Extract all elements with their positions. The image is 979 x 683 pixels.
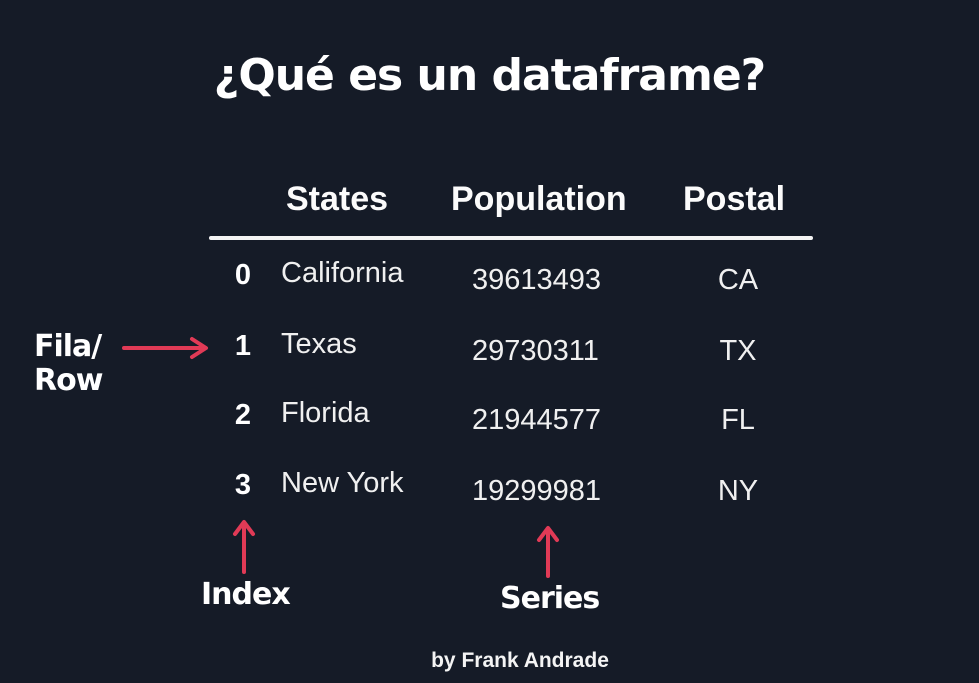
state-cell: Texas bbox=[281, 328, 357, 360]
right-arrow-icon bbox=[122, 337, 208, 359]
row-index: 0 bbox=[234, 259, 252, 291]
index-callout-label: Index bbox=[201, 577, 291, 612]
row-index: 1 bbox=[234, 330, 252, 362]
column-header-population: Population bbox=[451, 180, 627, 218]
state-cell: California bbox=[281, 257, 404, 289]
column-header-postal: Postal bbox=[683, 180, 786, 218]
population-cell: 21944577 bbox=[472, 404, 602, 436]
population-cell: 29730311 bbox=[472, 335, 599, 367]
slide-title: ¿Qué es un dataframe? bbox=[213, 50, 766, 101]
state-cell: Florida bbox=[281, 397, 370, 429]
column-header-states: States bbox=[286, 180, 389, 218]
row-callout-line2: Row bbox=[34, 363, 103, 398]
up-arrow-icon bbox=[537, 526, 559, 578]
row-index: 3 bbox=[234, 469, 252, 501]
postal-cell: CA bbox=[717, 264, 759, 296]
row-callout-label: Fila/ Row bbox=[34, 329, 103, 398]
up-arrow-icon bbox=[233, 520, 255, 574]
population-cell: 39613493 bbox=[472, 264, 602, 296]
postal-cell: FL bbox=[721, 404, 755, 436]
header-divider bbox=[209, 236, 813, 240]
postal-cell: TX bbox=[719, 335, 757, 367]
row-index: 2 bbox=[234, 399, 252, 431]
postal-cell: NY bbox=[717, 475, 759, 507]
row-callout-line1: Fila/ bbox=[34, 329, 102, 364]
population-cell: 19299981 bbox=[472, 475, 602, 507]
author-credit: by Frank Andrade bbox=[431, 649, 609, 672]
state-cell: New York bbox=[281, 467, 404, 499]
series-callout-label: Series bbox=[500, 581, 600, 616]
